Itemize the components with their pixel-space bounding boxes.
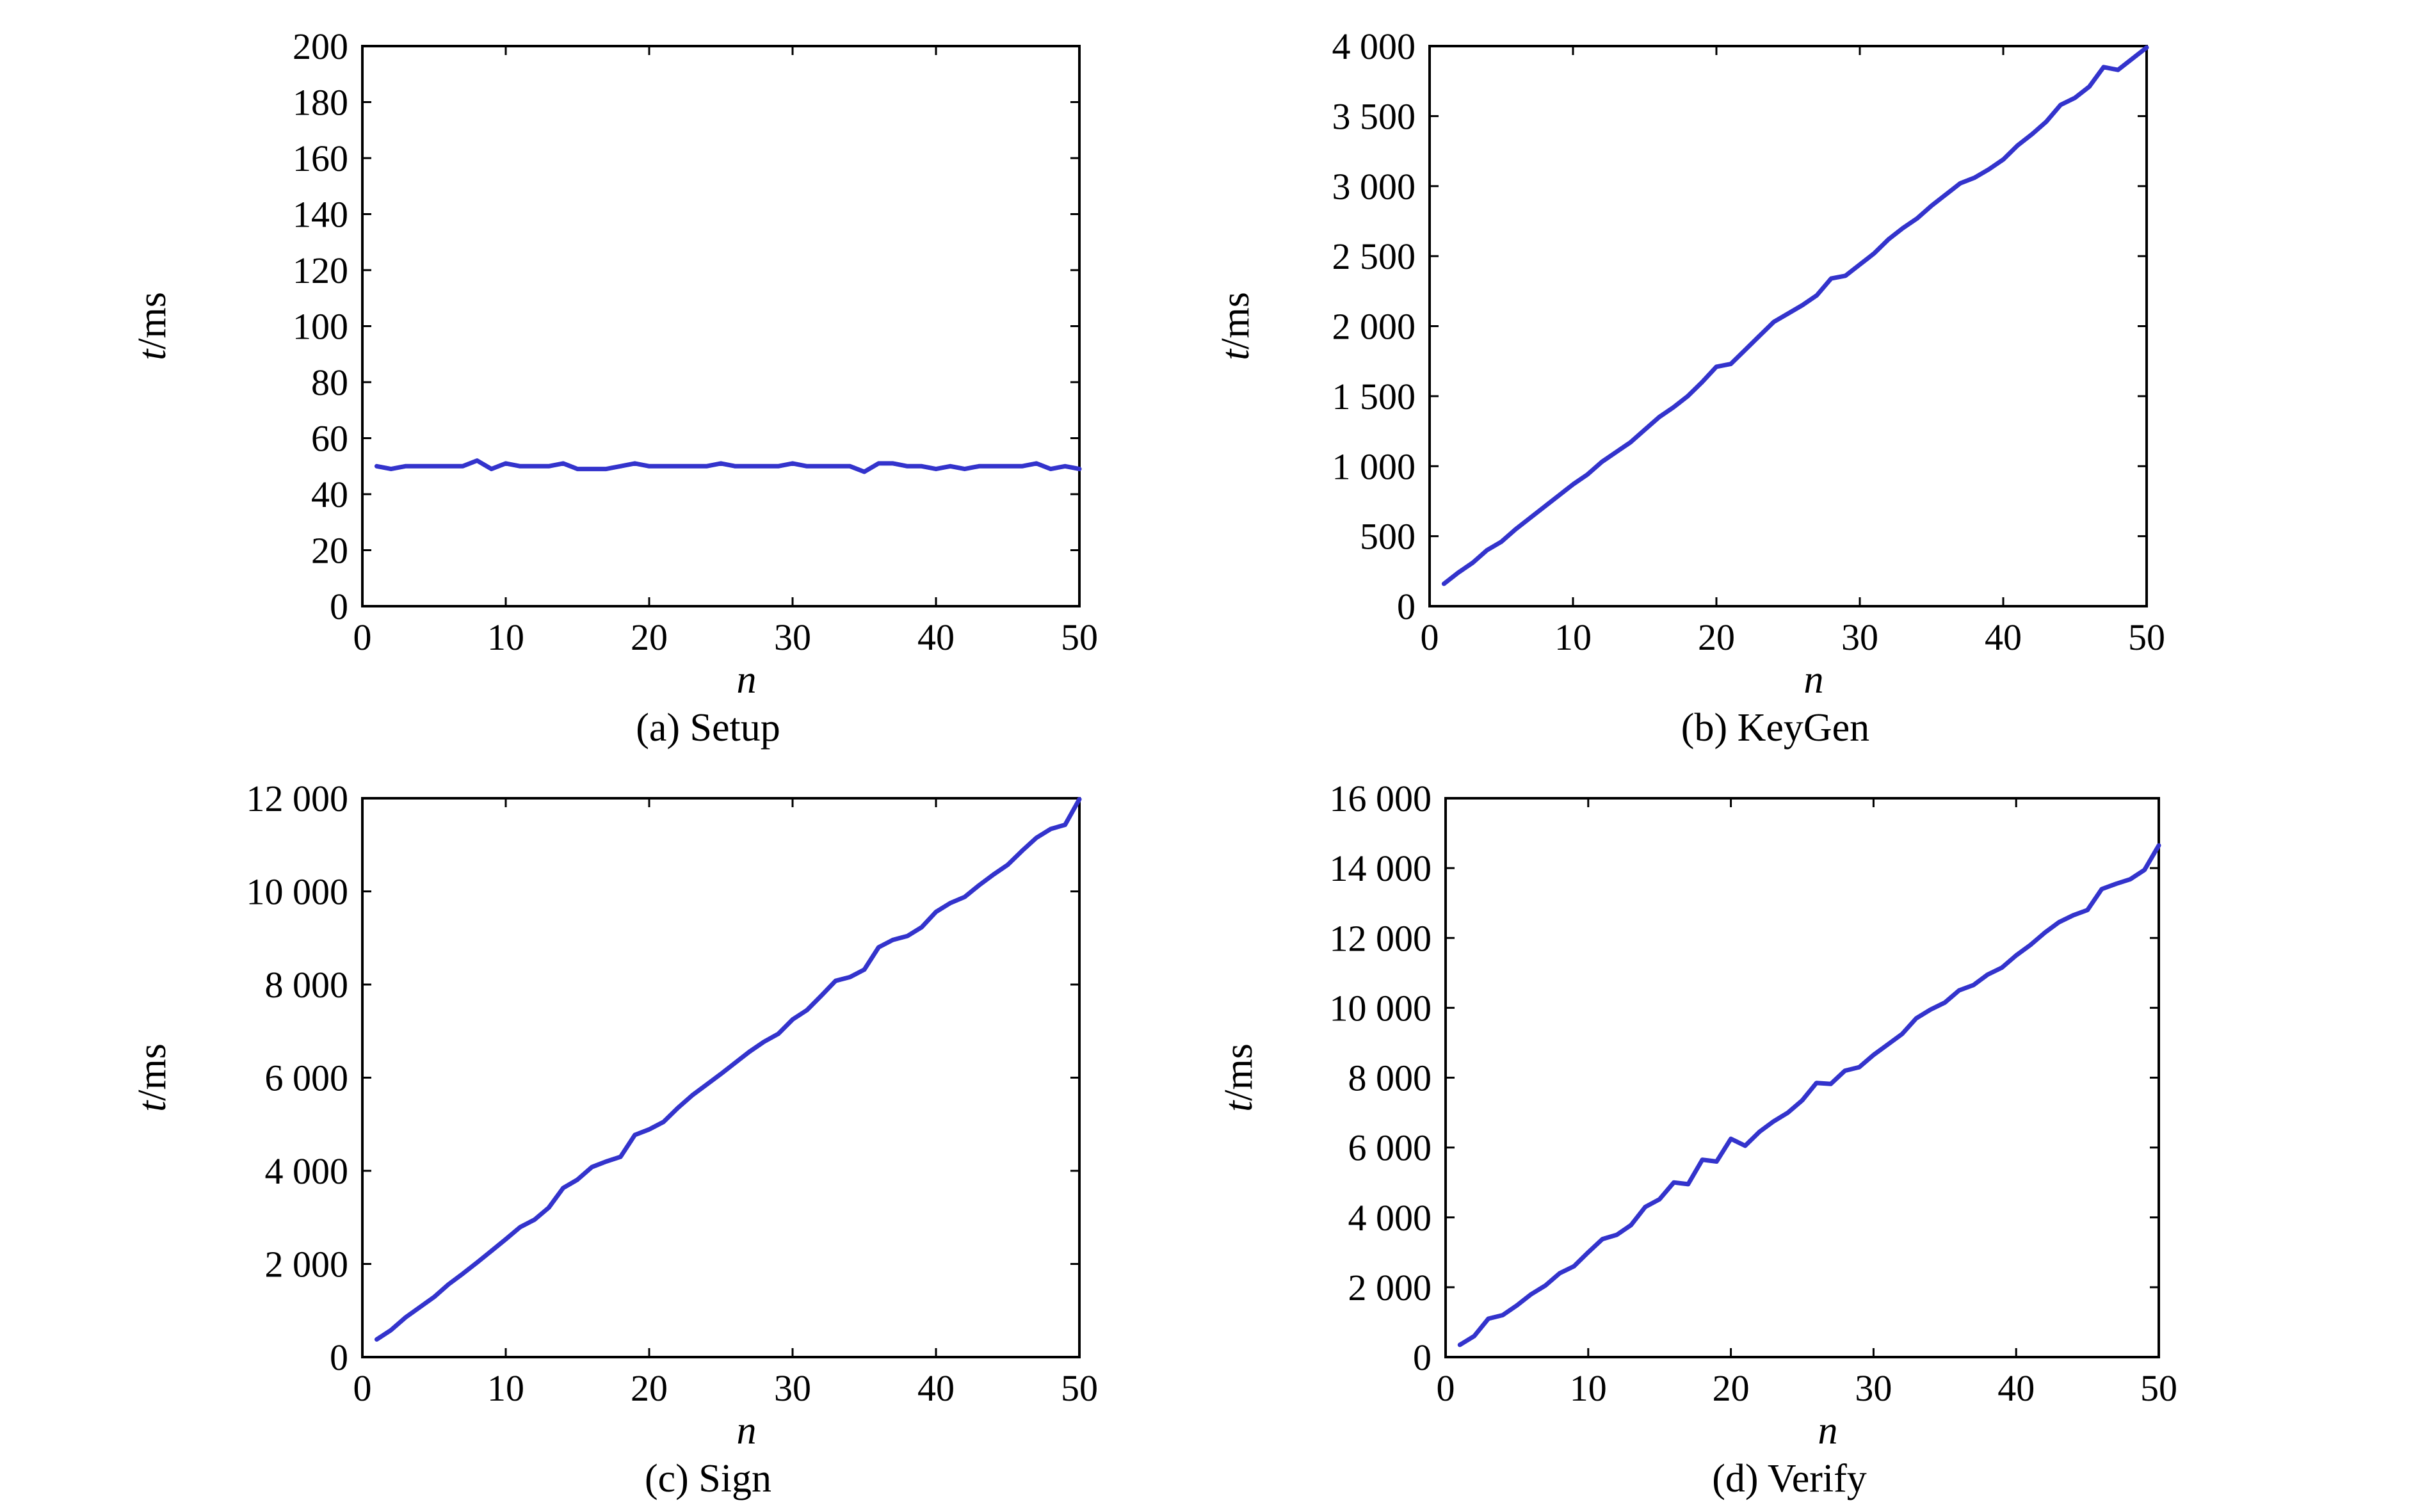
y-tick-label: 0 [1397,586,1416,627]
x-tick-label: 0 [1421,616,1439,658]
x-tick-label: 0 [353,1367,372,1409]
y-tick-label: 1 000 [1332,446,1416,487]
y-tick-label: 6 000 [265,1058,349,1099]
series-line-1 [1457,843,2161,1347]
y-tick-label: 16 000 [1330,778,1432,819]
x-axis-label: n [737,1409,757,1452]
x-tick-label: 30 [774,616,811,658]
x-tick-label: 0 [1437,1367,1455,1409]
y-tick-label: 4 000 [265,1150,349,1192]
y-tick-label: 8 000 [1348,1058,1432,1099]
plot-frame [361,45,1081,607]
y-tick-label: 100 [293,306,348,348]
y-tick-label: 3 500 [1332,95,1416,137]
x-tick-label: 50 [2128,616,2165,658]
y-tick-label: 60 [311,418,348,460]
plot-frame [1444,797,2160,1358]
x-tick-label: 10 [487,1367,524,1409]
x-axis-label: n [1818,1409,1838,1452]
y-tick-label: 500 [1360,516,1416,558]
y-tick-label: 2 000 [1348,1267,1432,1308]
x-tick-label: 20 [1713,1367,1750,1409]
x-tick-label: 50 [2140,1367,2177,1409]
y-tick-label: 180 [293,82,348,124]
x-tick-label: 30 [774,1367,811,1409]
chart-caption: (b) KeyGen [1681,706,1869,750]
x-tick-label: 40 [917,616,955,658]
x-tick-label: 40 [1985,616,2022,658]
y-tick-label: 160 [293,138,348,179]
y-axis-label: t/ms [131,292,174,360]
plot-frame [361,797,1081,1358]
chart-caption: (c) Sign [645,1457,771,1500]
y-axis-label: t/ms [1214,292,1257,360]
x-tick-label: 0 [353,616,372,658]
x-tick-label: 10 [1554,616,1592,658]
y-tick-label: 3 000 [1332,166,1416,207]
y-tick-label: 8 000 [265,964,349,1006]
y-axis-label: t/ms [1217,1043,1261,1112]
y-tick-label: 12 000 [246,778,349,819]
x-tick-label: 10 [487,616,524,658]
y-tick-label: 80 [311,362,348,403]
x-tick-label: 50 [1061,1367,1098,1409]
series-line-1 [1441,45,2149,586]
y-tick-label: 14 000 [1330,848,1432,889]
x-tick-label: 10 [1570,1367,1607,1409]
y-tick-label: 1 500 [1332,376,1416,417]
y-tick-label: 2 500 [1332,236,1416,277]
y-tick-label: 4 000 [1348,1197,1432,1239]
x-tick-label: 50 [1061,616,1098,658]
y-tick-label: 20 [311,530,348,572]
y-tick-label: 12 000 [1330,917,1432,959]
y-tick-label: 40 [311,474,348,515]
x-axis-label: n [737,658,757,702]
chart-panel-1: 0 10 20 30 40 50 0 20 40 60 80 100 120 140 160 180 200 n t… [131,26,1098,750]
y-tick-label: 120 [293,250,348,291]
y-tick-label: 2 000 [1332,306,1416,348]
y-tick-label: 0 [1413,1337,1432,1378]
series-line-1 [374,797,1082,1342]
x-tick-label: 20 [631,616,668,658]
x-axis-label: n [1804,658,1824,702]
x-tick-label: 20 [631,1367,668,1409]
y-tick-label: 10 000 [246,871,349,913]
y-tick-label: 200 [293,26,348,67]
chart-caption: (d) Verify [1712,1457,1867,1500]
y-tick-label: 2 000 [265,1244,349,1285]
y-tick-label: 140 [293,194,348,236]
series-line-1 [374,458,1082,474]
x-tick-label: 40 [917,1367,955,1409]
x-tick-label: 30 [1855,1367,1892,1409]
x-tick-label: 30 [1841,616,1878,658]
chart-panel-3: 0 10 20 30 40 50 0 2 000 4 000 6 000 8 000 10 000 12… [131,778,1098,1500]
y-axis-label: t/ms [131,1043,174,1112]
y-tick-label: 10 000 [1330,987,1432,1029]
y-tick-label: 0 [330,1337,348,1378]
x-tick-label: 40 [1997,1367,2035,1409]
chart-panel-4: 0 10 20 30 40 50 0 2 000 4 000 6 000 8 000 10 000 12… [1217,778,2177,1500]
y-tick-label: 6 000 [1348,1127,1432,1169]
x-tick-label: 20 [1698,616,1735,658]
y-tick-label: 0 [330,586,348,627]
y-tick-label: 4 000 [1332,26,1416,67]
chart-caption: (a) Setup [636,706,780,750]
